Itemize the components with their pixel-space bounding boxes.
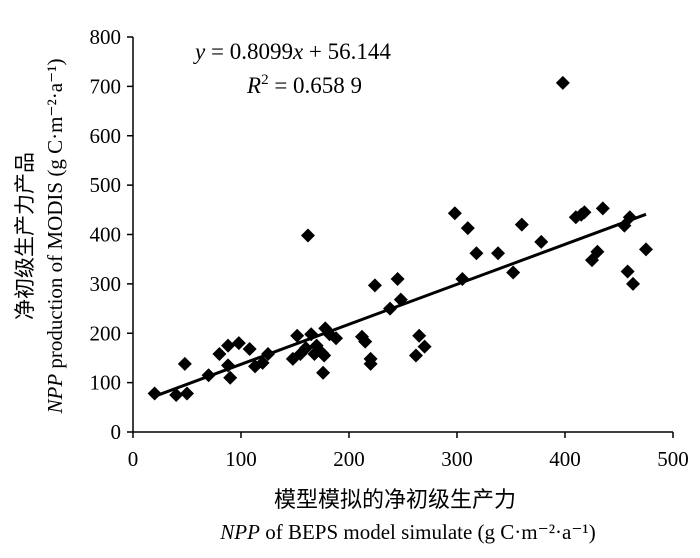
data-point [298,341,313,356]
data-point [393,292,408,307]
data-point [231,336,246,351]
data-point [506,265,521,280]
x-tick-label: 200 [333,447,365,471]
x-axis-label-en: NPP of BEPS model simulate (g C·m⁻²·a⁻¹) [219,520,595,544]
data-point [367,278,382,293]
data-point [577,205,592,220]
equation-coefficient: = 0.8099 [205,39,293,64]
data-point [290,328,305,343]
data-point [180,386,194,401]
data-point [460,221,475,236]
data-point [169,387,184,402]
data-point [622,210,637,225]
data-point [383,301,398,316]
y-axis-label-en: NPP production of MODIS (g C·m⁻²·a⁻¹) [43,59,67,415]
data-point [412,328,427,343]
data-point [212,346,227,361]
data-point [223,370,238,385]
data-point [555,75,570,90]
data-point [304,327,319,342]
x-tick-label: 100 [225,447,257,471]
x-axis-ticks: 0 100 200 300 400 500 [128,432,689,471]
data-point [585,253,599,268]
data-point [261,346,275,361]
equation-y-var: y [193,39,206,64]
data-point [491,246,506,261]
data-point [417,339,432,354]
data-point [447,206,462,221]
y-tick-label: 0 [111,420,122,444]
r-squared-value: = 0.658 9 [269,73,362,98]
x-axis-label-var: NPP [219,520,260,544]
data-point [514,217,529,232]
x-axis-label-text: of BEPS model simulate (g C·m⁻²·a⁻¹) [260,520,596,544]
y-tick-label: 400 [90,223,122,247]
data-point [221,338,236,353]
data-point [201,368,216,383]
data-point [620,264,635,279]
y-tick-label: 800 [90,25,122,49]
data-point [626,276,641,291]
equation-intercept: + 56.144 [303,39,391,64]
data-point [221,358,236,373]
data-point [300,228,315,243]
y-axis-ticks: 0 100 200 300 400 500 600 700 800 [90,25,133,444]
y-tick-label: 300 [90,272,122,296]
data-point [534,234,549,249]
data-points [147,75,653,402]
y-tick-label: 100 [90,371,122,395]
data-point [177,356,192,371]
x-tick-label: 500 [657,447,689,471]
regression-equation: y = 0.8099x + 56.144 R2 = 0.658 9 [193,39,391,98]
data-point [595,201,610,216]
data-point [248,359,263,374]
x-tick-label: 400 [549,447,581,471]
data-point [469,246,484,261]
y-tick-label: 700 [90,74,122,98]
equation-x-var: x [292,39,304,64]
data-point [316,365,331,380]
r-squared-var: R [246,73,261,98]
y-axis-label-text: production of MODIS (g C·m⁻²·a⁻¹) [43,59,67,374]
y-axis-label-var: NPP [43,374,67,415]
y-tick-label: 500 [90,173,122,197]
x-tick-label: 0 [128,447,139,471]
y-tick-label: 200 [90,321,122,345]
r-squared-line: R2 = 0.658 9 [246,72,362,98]
data-point [455,271,470,286]
data-point [147,386,162,401]
equation-line: y = 0.8099x + 56.144 [193,39,391,64]
y-tick-label: 600 [90,124,122,148]
data-point [329,331,344,346]
x-axis-label-cn: 模型模拟的净初级生产力 [274,488,516,513]
data-point [408,348,423,363]
data-point [358,334,373,349]
data-point [242,342,257,357]
data-point [639,242,653,257]
data-point [363,356,378,371]
data-point [390,271,405,286]
data-point [255,355,270,370]
x-tick-label: 300 [441,447,473,471]
data-point [590,244,605,259]
data-point [317,348,332,363]
r-squared-exponent: 2 [261,72,269,88]
y-axis-label-cn: 净初级生产力产品 [13,152,37,320]
